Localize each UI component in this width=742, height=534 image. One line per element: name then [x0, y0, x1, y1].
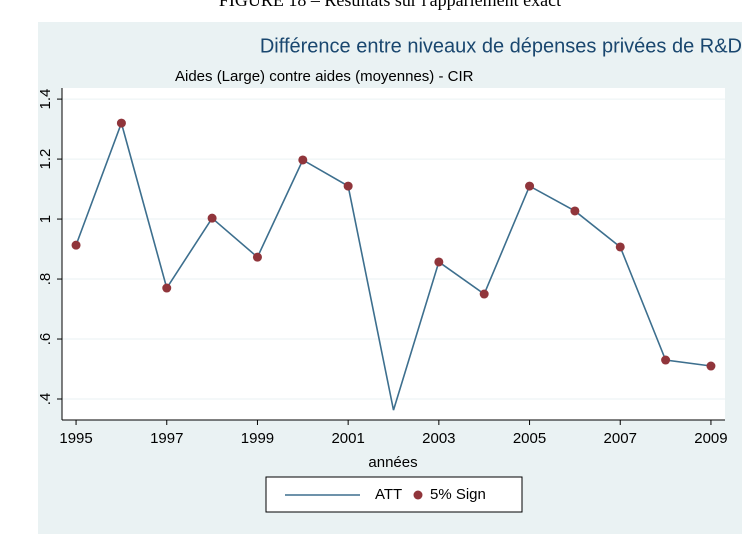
x-tick-label: 1995: [59, 430, 92, 447]
y-tick-label: .8: [37, 273, 54, 286]
data-point: [615, 242, 625, 252]
x-tick-label: 2005: [513, 430, 546, 447]
data-point: [162, 283, 172, 293]
data-point: [207, 213, 217, 223]
legend-label: 5% Sign: [430, 486, 486, 503]
data-point: [570, 206, 580, 216]
y-tick-label: 1.2: [37, 149, 54, 170]
y-tick-label: .4: [37, 393, 54, 406]
data-point: [343, 181, 353, 191]
data-point: [71, 240, 81, 250]
legend-swatch: [413, 490, 423, 500]
x-axis-label: années: [368, 454, 417, 471]
data-point: [479, 289, 489, 299]
x-tick-label: 2001: [331, 430, 364, 447]
data-line: [75, 120, 712, 411]
data-point: [434, 257, 444, 267]
y-tick-label: 1.4: [37, 89, 54, 110]
y-tick-label: .6: [37, 333, 54, 346]
data-point: [706, 361, 716, 371]
data-point: [661, 355, 671, 365]
legend-label: ATT: [375, 486, 402, 503]
x-tick-label: 1997: [150, 430, 183, 447]
data-point: [298, 155, 308, 165]
data-point: [116, 118, 126, 128]
chart-subtitle: Aides (Large) contre aides (moyennes) - …: [175, 68, 474, 85]
x-tick-label: 2003: [422, 430, 455, 447]
data-point: [252, 252, 262, 262]
data-point: [525, 181, 535, 191]
x-tick-label: 1999: [241, 430, 274, 447]
plot-area: [62, 88, 725, 420]
caption: FIGURE 18 – Résultats sur l'appariement …: [219, 0, 561, 10]
x-tick-label: 2007: [604, 430, 637, 447]
y-tick-label: 1: [37, 215, 54, 223]
x-tick-label: 2009: [694, 430, 727, 447]
chart-title: Différence entre niveaux de dépenses pri…: [260, 35, 742, 57]
